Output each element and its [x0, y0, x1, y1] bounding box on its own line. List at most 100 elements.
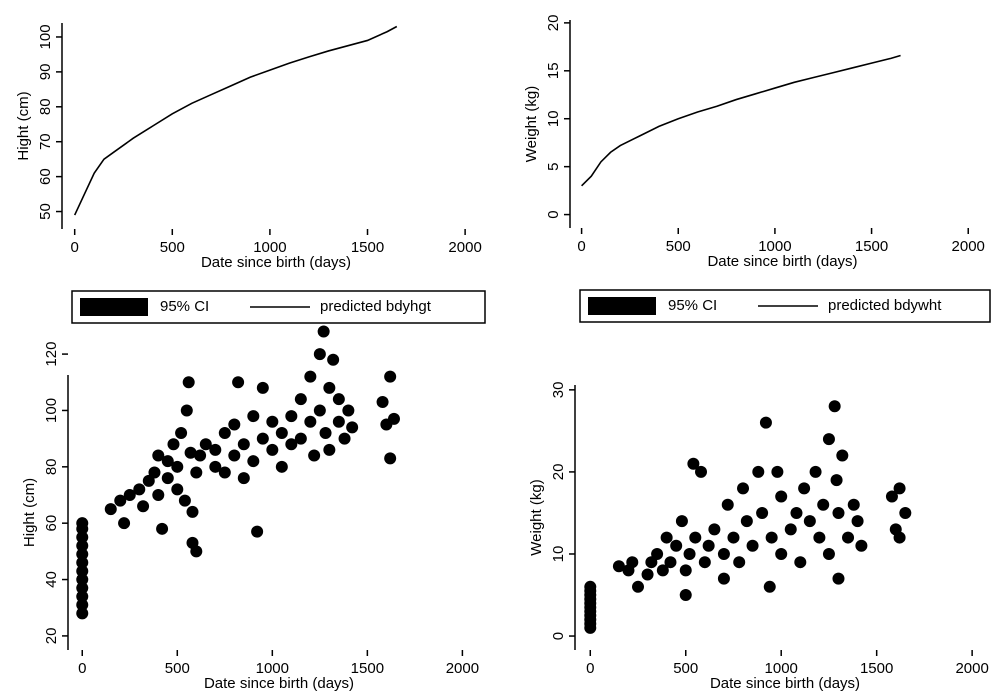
y-tick-label: 80 [43, 458, 60, 475]
scatter-point [118, 517, 131, 530]
x-tick-label: 1500 [855, 238, 888, 255]
scatter-point [285, 438, 298, 451]
scatter-point [186, 505, 199, 518]
scatter-point [822, 547, 835, 560]
scatter-point [342, 404, 355, 417]
y-tick-label: 5 [545, 162, 562, 170]
x-axis-title: Date since birth (days) [201, 254, 351, 271]
scatter-point [304, 415, 317, 428]
x-tick-label: 0 [71, 239, 79, 256]
scatter-point [641, 568, 654, 581]
scatter-point [76, 607, 89, 620]
scatter-point [675, 515, 688, 528]
scatter-point [190, 545, 203, 558]
scatter-point [76, 548, 89, 561]
scatter-point [737, 482, 750, 495]
y-tick-label: 30 [550, 382, 567, 399]
legend-label-ci: 95% CI [160, 298, 209, 315]
scatter-point [832, 572, 845, 585]
scatter-point [76, 556, 89, 569]
scatter-point [184, 446, 197, 459]
x-tick-label: 1000 [256, 660, 289, 677]
y-tick-label: 15 [545, 62, 562, 79]
scatter-point [775, 547, 788, 560]
scatter-point [137, 500, 150, 513]
scatter-point [803, 515, 816, 528]
scatter-point [702, 539, 715, 552]
scatter-point [161, 472, 174, 485]
scatter-point [161, 455, 174, 468]
scatter-point [765, 531, 778, 544]
scatter-point [76, 582, 89, 594]
legend-swatch-ci [80, 298, 148, 316]
scatter-point [733, 556, 746, 569]
scatter-point [123, 489, 136, 501]
scatter-point [612, 560, 625, 573]
x-tick-label: 0 [577, 238, 585, 255]
scatter-point [152, 489, 165, 501]
scatter-point [247, 455, 260, 468]
scatter-point [817, 498, 830, 511]
scatter-point [76, 531, 89, 544]
scatter-point [294, 393, 307, 406]
scatter-point [237, 472, 250, 485]
scatter-point [689, 531, 702, 544]
scatter-point [626, 556, 639, 569]
scatter-point [899, 506, 912, 519]
x-tick-label: 500 [165, 660, 190, 677]
series-line [73, 25, 398, 216]
scatter-point [209, 460, 222, 473]
scatter-point [695, 465, 708, 478]
scatter-point [228, 449, 241, 462]
x-tick-label: 1500 [351, 660, 384, 677]
scatter-point [813, 531, 826, 544]
scatter-point [237, 438, 250, 451]
x-tick-label: 1000 [758, 238, 791, 255]
scatter-point [794, 556, 807, 569]
scatter-point [740, 515, 753, 528]
scatter-point [167, 438, 180, 451]
scatter-point [759, 416, 772, 429]
scatter-point [851, 515, 864, 528]
scatter-point [275, 460, 288, 473]
scatter-point [727, 531, 740, 544]
scatter-point [822, 433, 835, 446]
scatter-point [266, 415, 279, 428]
scatter-point [775, 490, 788, 503]
scatter-point [199, 438, 212, 451]
scatter-point [798, 482, 811, 495]
x-tick-label: 500 [160, 239, 185, 256]
scatter-point [763, 580, 776, 593]
scatter-point [218, 427, 231, 439]
scatter-point [332, 393, 345, 406]
scatter-point [152, 449, 165, 462]
scatter-point [266, 443, 279, 456]
y-tick-label: 40 [43, 571, 60, 588]
scatter-point [384, 452, 397, 465]
x-tick-label: 1500 [860, 660, 893, 677]
scatter-point [376, 396, 389, 408]
scatter-point [790, 506, 803, 519]
y-tick-label: 100 [43, 398, 60, 423]
legend-label: predicted bdyhgt [320, 298, 432, 315]
scatter-point [656, 564, 669, 577]
y-axis-title: Hight (cm) [21, 478, 38, 547]
scatter-point [651, 547, 664, 560]
y-tick-label: 50 [37, 203, 54, 220]
scatter-point [317, 325, 330, 338]
scatter-point [133, 483, 146, 496]
scatter-point [346, 421, 359, 434]
scatter-point [304, 370, 317, 383]
x-tick-label: 1000 [253, 239, 286, 256]
y-tick-label: 70 [37, 133, 54, 150]
x-tick-label: 0 [586, 660, 594, 677]
x-tick-label: 1500 [351, 239, 384, 256]
scatter-point [178, 494, 191, 507]
x-axis-title: Date since birth (days) [710, 675, 860, 692]
legend-swatch-ci [588, 297, 656, 315]
scatter-point [717, 547, 730, 560]
y-tick-label: 0 [545, 210, 562, 218]
scatter-point [180, 404, 193, 417]
scatter-point [194, 449, 207, 462]
